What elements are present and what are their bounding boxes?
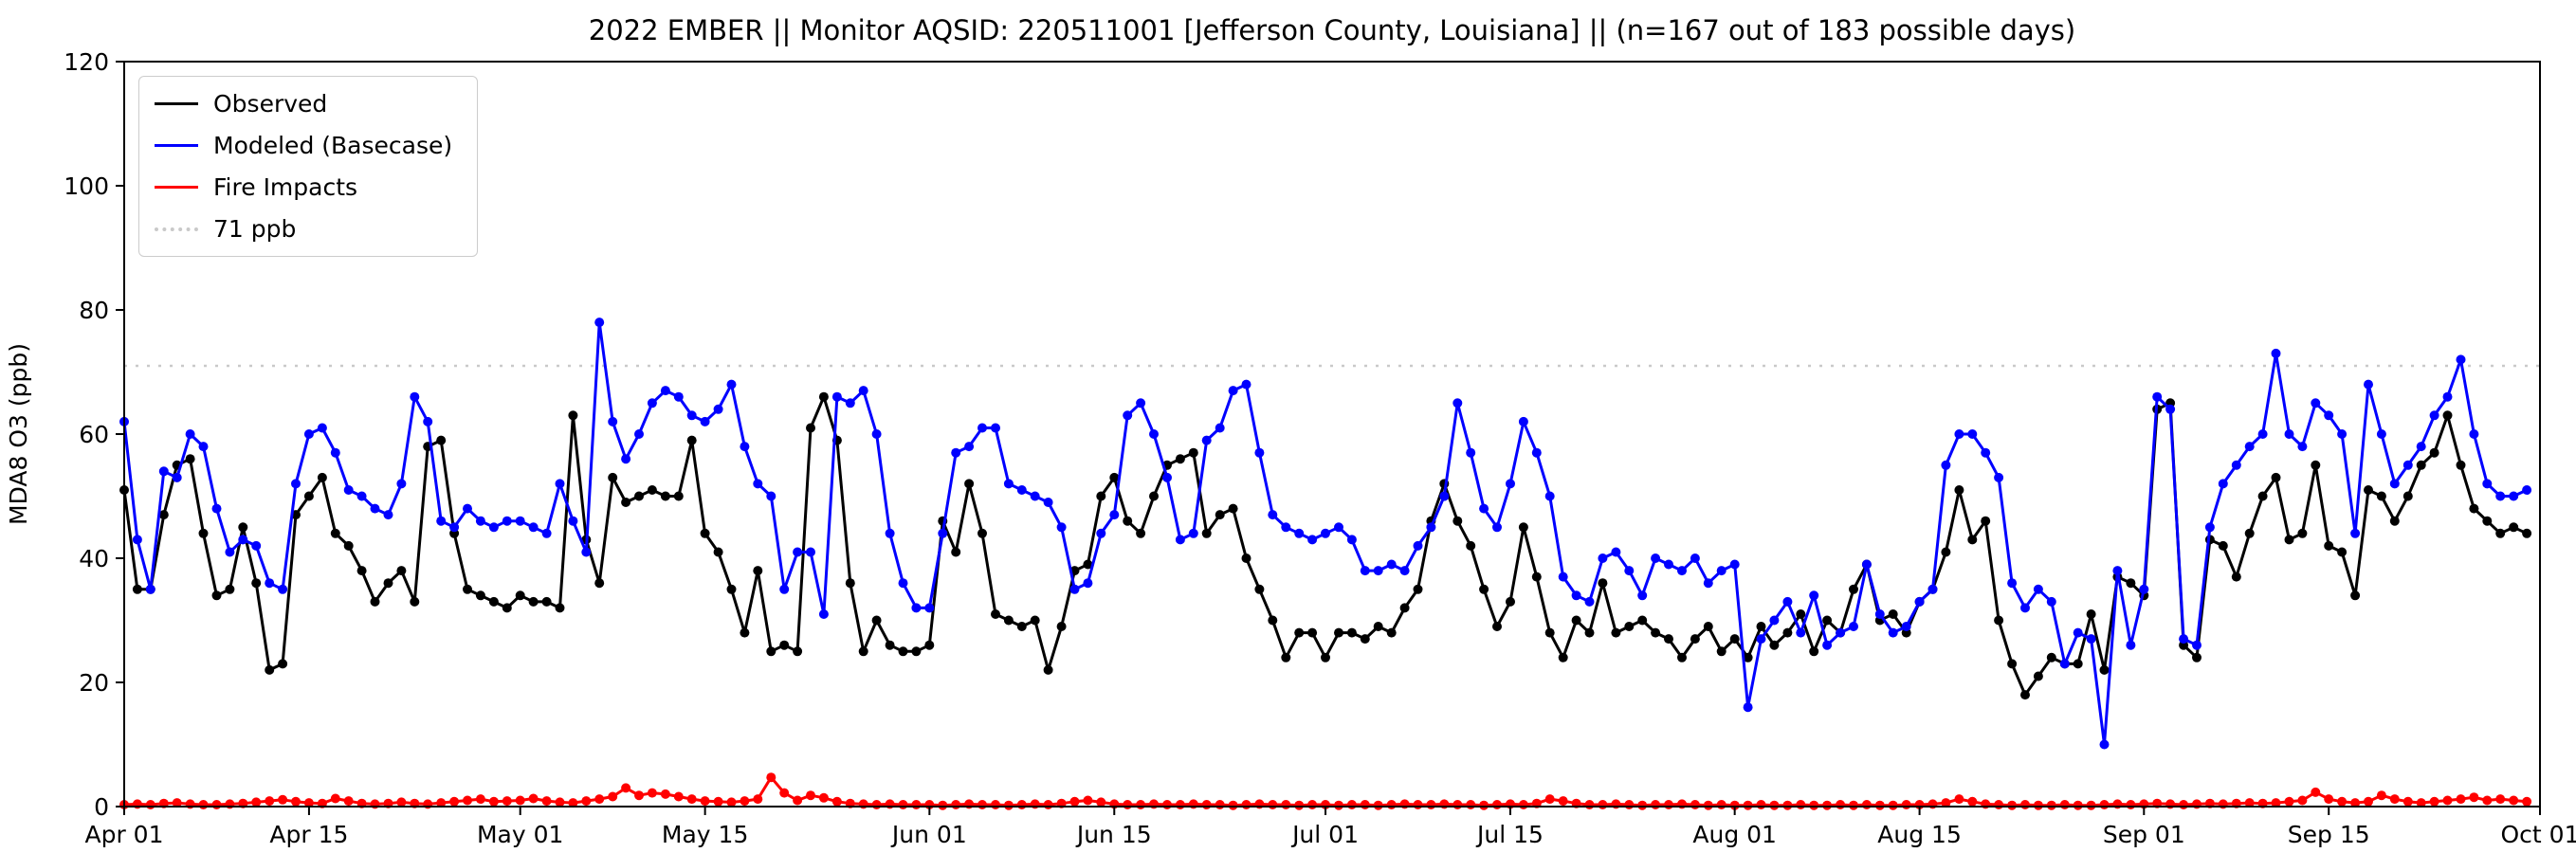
y-axis: 0 20 40 60 80 100 120 xyxy=(64,48,124,821)
legend-swatch-threshold xyxy=(155,227,198,231)
x-tick-label: May 01 xyxy=(477,821,563,848)
legend-swatch-observed xyxy=(155,102,198,105)
x-tick-label: May 15 xyxy=(662,821,748,848)
fire-impacts-series xyxy=(119,772,2532,810)
legend-label-modeled: Modeled (Basecase) xyxy=(213,132,453,159)
legend-label-fire-impacts: Fire Impacts xyxy=(213,173,358,201)
observed-line xyxy=(122,395,2528,697)
x-tick-label: Jul 15 xyxy=(1475,821,1544,848)
x-tick-label: Jun 01 xyxy=(890,821,967,848)
y-tick-label: 80 xyxy=(79,297,109,324)
y-tick-label: 100 xyxy=(64,172,109,200)
y-tick-label: 120 xyxy=(64,48,109,76)
legend-item-threshold: 71 ppb xyxy=(155,215,452,243)
modeled-basecase-series xyxy=(119,318,2532,750)
y-tick-label: 40 xyxy=(79,545,109,572)
legend-item-modeled: Modeled (Basecase) xyxy=(155,132,452,159)
x-tick-label: Aug 15 xyxy=(1877,821,1962,848)
y-tick-label: 0 xyxy=(94,793,109,821)
y-axis-label: MDA8 O3 (ppb) xyxy=(5,343,32,525)
x-axis: Apr 01 Apr 15 May 01 May 15 Jun 01 Jun 15 Jul … xyxy=(84,807,2576,848)
chart-title: 2022 EMBER || Monitor AQSID: 220511001 [… xyxy=(589,14,2075,46)
x-tick-label: Oct 01 xyxy=(2501,821,2576,848)
y-tick-label: 60 xyxy=(79,421,109,448)
x-tick-label: Aug 01 xyxy=(1692,821,1777,848)
y-tick-label: 20 xyxy=(79,669,109,697)
legend-swatch-modeled xyxy=(155,144,198,147)
x-tick-label: Apr 01 xyxy=(84,821,163,848)
legend-label-observed: Observed xyxy=(213,90,328,118)
observed-series xyxy=(119,391,2532,700)
legend-label-threshold: 71 ppb xyxy=(213,215,297,243)
x-tick-label: Sep 01 xyxy=(2103,821,2185,848)
x-tick-label: Jul 01 xyxy=(1290,821,1359,848)
legend-item-fire-impacts: Fire Impacts xyxy=(155,173,452,201)
x-tick-label: Apr 15 xyxy=(269,821,348,848)
x-tick-label: Jun 15 xyxy=(1075,821,1152,848)
legend: Observed Modeled (Basecase) Fire Impacts… xyxy=(138,76,479,257)
plot-border xyxy=(123,61,2541,808)
legend-item-observed: Observed xyxy=(155,90,452,118)
legend-swatch-fire-impacts xyxy=(155,186,198,189)
x-tick-label: Sep 15 xyxy=(2288,821,2370,848)
